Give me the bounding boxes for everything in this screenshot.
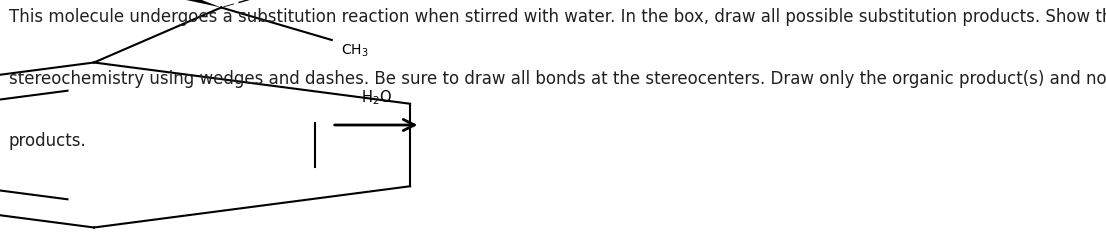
Text: H$_2$O: H$_2$O	[361, 89, 392, 108]
Text: This molecule undergoes a substitution reaction when stirred with water. In the : This molecule undergoes a substitution r…	[9, 8, 1106, 26]
Text: products.: products.	[9, 132, 86, 150]
Text: CH$_3$: CH$_3$	[341, 42, 368, 59]
Text: stereochemistry using wedges and dashes. Be sure to draw all bonds at the stereo: stereochemistry using wedges and dashes.…	[9, 70, 1106, 88]
Polygon shape	[97, 0, 221, 8]
